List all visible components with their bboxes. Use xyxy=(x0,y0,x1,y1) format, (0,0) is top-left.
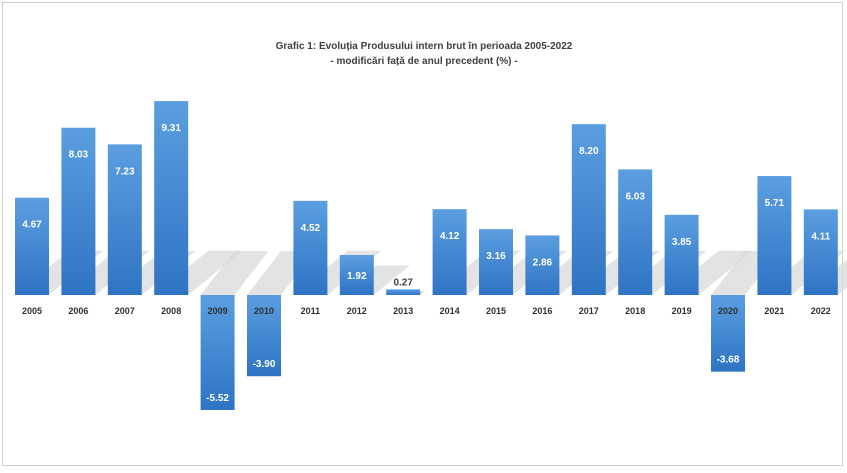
category-label-2016: 2016 xyxy=(532,306,552,316)
value-label-2013: 0.27 xyxy=(393,277,413,288)
bar-2006 xyxy=(61,127,96,295)
value-label-2005: 4.67 xyxy=(22,220,42,231)
bar-2008 xyxy=(154,101,189,296)
chart-subtitle: - modificări față de anul precedent (%) … xyxy=(330,56,517,67)
category-label-2010: 2010 xyxy=(254,306,274,316)
bar-2019 xyxy=(664,214,699,295)
bar-2014 xyxy=(432,209,467,295)
value-label-2012: 1.92 xyxy=(347,271,367,282)
bar-2005 xyxy=(15,197,49,295)
value-label-2010: -3.90 xyxy=(253,359,276,370)
labels-group: 4.67 2005 8.03 2006 7.23 2007 9.31 2008 -5.52 200… xyxy=(22,123,831,404)
category-label-2012: 2012 xyxy=(347,306,367,316)
category-label-2022: 2022 xyxy=(811,306,831,316)
bar-2013 xyxy=(386,289,421,295)
value-label-2019: 3.85 xyxy=(672,237,692,248)
category-label-2006: 2006 xyxy=(68,306,88,316)
bar-2010 xyxy=(247,295,281,377)
bar-2017 xyxy=(571,124,606,295)
value-label-2022: 4.11 xyxy=(811,231,830,242)
bar-2015 xyxy=(479,229,513,295)
category-label-2018: 2018 xyxy=(625,306,645,316)
bar-2009 xyxy=(200,295,235,410)
category-label-2015: 2015 xyxy=(486,306,506,316)
bar-shadow-2009 xyxy=(200,251,269,295)
bar-2011 xyxy=(293,200,328,295)
category-label-2020: 2020 xyxy=(718,306,738,316)
category-label-2005: 2005 xyxy=(22,306,42,316)
gdp-bar-chart: Grafic 1: Evoluția Produsului intern bru… xyxy=(15,41,847,410)
category-label-2013: 2013 xyxy=(393,306,413,316)
category-label-2021: 2021 xyxy=(764,306,784,316)
category-label-2009: 2009 xyxy=(208,306,228,316)
category-label-2017: 2017 xyxy=(579,306,599,316)
value-label-2008: 9.31 xyxy=(161,123,181,134)
value-label-2011: 4.52 xyxy=(301,223,321,234)
category-label-2011: 2011 xyxy=(301,306,321,316)
category-label-2007: 2007 xyxy=(115,306,135,316)
bar-2007 xyxy=(107,144,142,295)
value-label-2006: 8.03 xyxy=(69,150,89,161)
bar-2022 xyxy=(803,209,838,295)
bar-2020 xyxy=(711,295,745,372)
category-label-2008: 2008 xyxy=(161,306,181,316)
value-label-2016: 2.86 xyxy=(533,257,553,268)
bars-group xyxy=(15,101,838,410)
value-label-2021: 5.71 xyxy=(765,198,785,209)
bar-2012 xyxy=(339,255,374,295)
bar-2016 xyxy=(525,235,560,295)
value-label-2015: 3.16 xyxy=(486,251,506,262)
bar-2021 xyxy=(757,176,792,295)
value-label-2020: -3.68 xyxy=(717,355,740,366)
bar-2018 xyxy=(618,169,653,295)
chart-frame: Grafic 1: Evoluția Produsului intern bru… xyxy=(2,2,847,466)
value-label-2014: 4.12 xyxy=(440,231,460,242)
chart-title: Grafic 1: Evoluția Produsului intern bru… xyxy=(276,41,573,52)
category-label-2019: 2019 xyxy=(672,306,692,316)
value-label-2017: 8.20 xyxy=(579,146,599,157)
category-label-2014: 2014 xyxy=(440,306,460,316)
value-label-2009: -5.52 xyxy=(206,393,229,404)
value-label-2018: 6.03 xyxy=(625,191,645,202)
value-label-2007: 7.23 xyxy=(115,166,135,177)
